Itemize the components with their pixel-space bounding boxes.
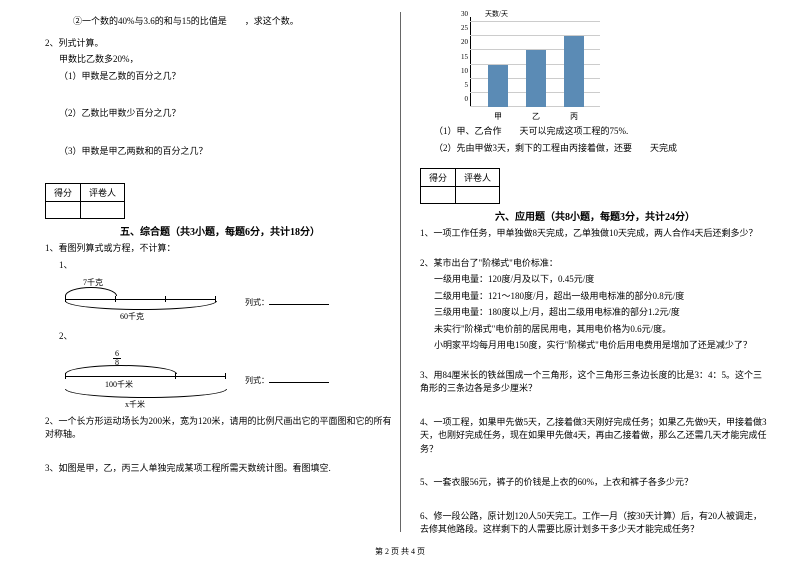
scorebox-5: 得分评卷人 (45, 183, 125, 219)
section6-header: 得分评卷人 (420, 168, 770, 204)
diag1-bottom-label: 60千克 (120, 311, 144, 322)
r-q2-3: 三级用电量：180度以上/月，超出二级用电标准的部分1.2元/度 (420, 306, 770, 320)
s5-q1-1: 1、 (45, 259, 395, 273)
scorebox-col2: 评卷人 (81, 184, 125, 202)
diag2-bottom-label: x千米 (125, 399, 145, 410)
q2-1: （1）甲数是乙数的百分之几？ (45, 70, 395, 84)
diag2-formula: 列式： (245, 373, 329, 386)
section5-header: 得分评卷人 (45, 183, 395, 219)
r-q2-4: 未实行"阶梯式"电价前的居民用电，其用电价格为0.6元/度。 (420, 323, 770, 337)
r-q4: 4、一项工程，如果甲先做5天，乙接着做3天刚好完成任务；如果乙先做9天，甲接着做… (420, 416, 770, 457)
chart-q2: （2）先由甲做3天，剩下的工程由丙接着做，还要 天完成 (420, 142, 770, 156)
r-q2-1: 一级用电量：120度/月及以下，0.45元/度 (420, 273, 770, 287)
scorebox-col1: 得分 (46, 184, 81, 202)
q2-3: （3）甲数是甲乙两数和的百分之几？ (45, 145, 395, 159)
r-q1: 1、一项工作任务，甲单独做8天完成，乙单独做10天完成，两人合作4天后还剩多少？ (420, 227, 770, 241)
q2-head: 2、列式计算。 (45, 37, 395, 51)
r-q2-2: 二级用电量：121～180度/月，超出一级用电标准的部分0.8元/度 (420, 290, 770, 304)
q2-stem: 甲数比乙数多20%， (45, 53, 395, 67)
section6-title: 六、应用题（共8小题，每题3分，共计24分） (420, 208, 770, 223)
diag1-arc-bottom (65, 301, 217, 310)
scorebox-6: 得分评卷人 (420, 168, 500, 204)
diag2-arc-bottom (65, 389, 227, 398)
section5-title: 五、综合题（共3小题，每题6分，共计18分） (45, 223, 395, 238)
chart-ylabel: 天数/天 (485, 9, 508, 19)
left-column: ②一个数的40%与3.6的和与15的比值是 ，求这个数。 2、列式计算。 甲数比… (45, 12, 395, 478)
r-q2: 2、某市出台了"阶梯式"电价标准： (420, 257, 770, 271)
s5-q1-2: 2、 (45, 330, 395, 344)
diagram-2: 6 8 100千米 x千米 列式： (45, 349, 395, 409)
r-q2-5: 小明家平均每月用电150度，实行"阶梯式"电价后用电费用是增加了还是减少了？ (420, 339, 770, 353)
column-divider (400, 12, 401, 532)
q2-2: （2）乙数比甲数少百分之几？ (45, 107, 395, 121)
chart-q1: （1）甲、乙合作 天可以完成这项工程的75%. (420, 125, 770, 139)
q1-sub2: ②一个数的40%与3.6的和与15的比值是 ，求这个数。 (45, 15, 395, 29)
bar-chart: 天数/天 051015202530甲乙丙 (450, 12, 600, 122)
s5-q3: 3、如图是甲，乙，丙三人单独完成某项工程所需天数统计图。看图填空. (45, 462, 395, 476)
s5-q2: 2、一个长方形运动场长为200米，宽为120米，请用的比例尺画出它的平面图和它的… (45, 415, 395, 442)
y-axis (470, 17, 471, 107)
scorebox6-col2: 评卷人 (456, 169, 500, 187)
diag2-mid-label: 100千米 (105, 379, 133, 390)
diag1-arc-top (65, 287, 117, 296)
diagram-1: 7千克 60千克 列式： (45, 277, 395, 325)
r-q5: 5、一套衣服56元，裤子的价钱是上衣的60%，上衣和裤子各多少元？ (420, 476, 770, 490)
s5-q1: 1、看图列算式或方程，不计算： (45, 242, 395, 256)
right-column: 天数/天 051015202530甲乙丙 （1）甲、乙合作 天可以完成这项工程的… (420, 12, 770, 540)
scorebox6-col1: 得分 (421, 169, 456, 187)
page-footer: 第 2 页 共 4 页 (0, 546, 800, 557)
r-q3: 3、用84厘米长的铁丝围成一个三角形，这个三角形三条边长度的比是3：4：5。这个… (420, 369, 770, 396)
r-q6: 6、修一段公路，原计划120人50天完工。工作一月（按30天计算）后，有20人被… (420, 510, 770, 537)
diag1-formula: 列式： (245, 295, 329, 308)
diag2-line (65, 376, 225, 378)
diag2-arc-top (65, 365, 177, 374)
